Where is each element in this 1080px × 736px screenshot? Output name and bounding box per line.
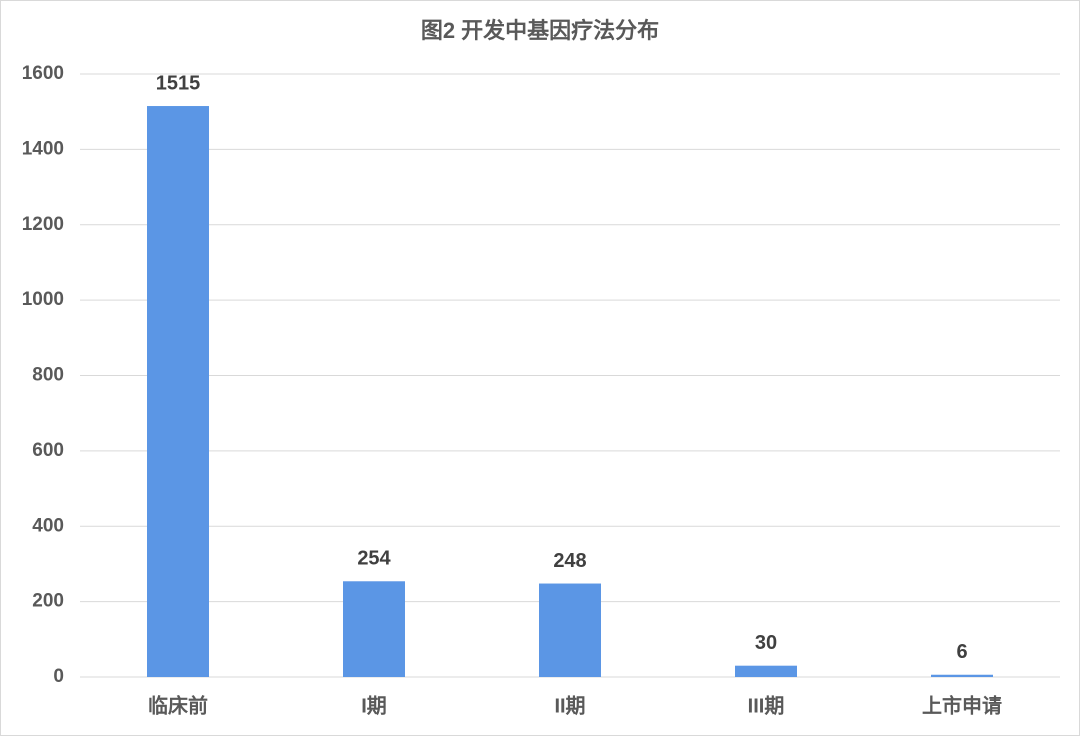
x-tick-label: II期 — [554, 694, 585, 717]
chart-title: 图2 开发中基因疗法分布 — [421, 18, 659, 43]
x-tick-label: III期 — [748, 694, 785, 717]
bar — [735, 665, 797, 677]
data-label: 1515 — [156, 72, 201, 94]
y-tick-label: 600 — [32, 440, 64, 461]
bar — [343, 581, 405, 677]
y-tick-label: 800 — [32, 365, 64, 386]
y-tick-label: 200 — [32, 591, 64, 612]
y-tick-label: 0 — [53, 666, 64, 687]
y-tick-label: 1200 — [22, 214, 64, 235]
y-tick-label: 400 — [32, 515, 64, 536]
bar — [539, 583, 601, 677]
x-tick-label: I期 — [361, 694, 387, 717]
y-tick-label: 1600 — [22, 63, 64, 84]
bar — [147, 106, 209, 678]
x-tick-label: 上市申请 — [922, 693, 1002, 717]
data-label: 6 — [956, 641, 967, 663]
x-tick-label: 临床前 — [148, 693, 208, 717]
bar — [931, 674, 993, 677]
y-tick-label: 1400 — [22, 138, 64, 159]
y-tick-label: 1000 — [22, 289, 64, 310]
data-label: 248 — [553, 550, 586, 572]
data-label: 30 — [755, 632, 777, 654]
data-label: 254 — [357, 548, 391, 570]
